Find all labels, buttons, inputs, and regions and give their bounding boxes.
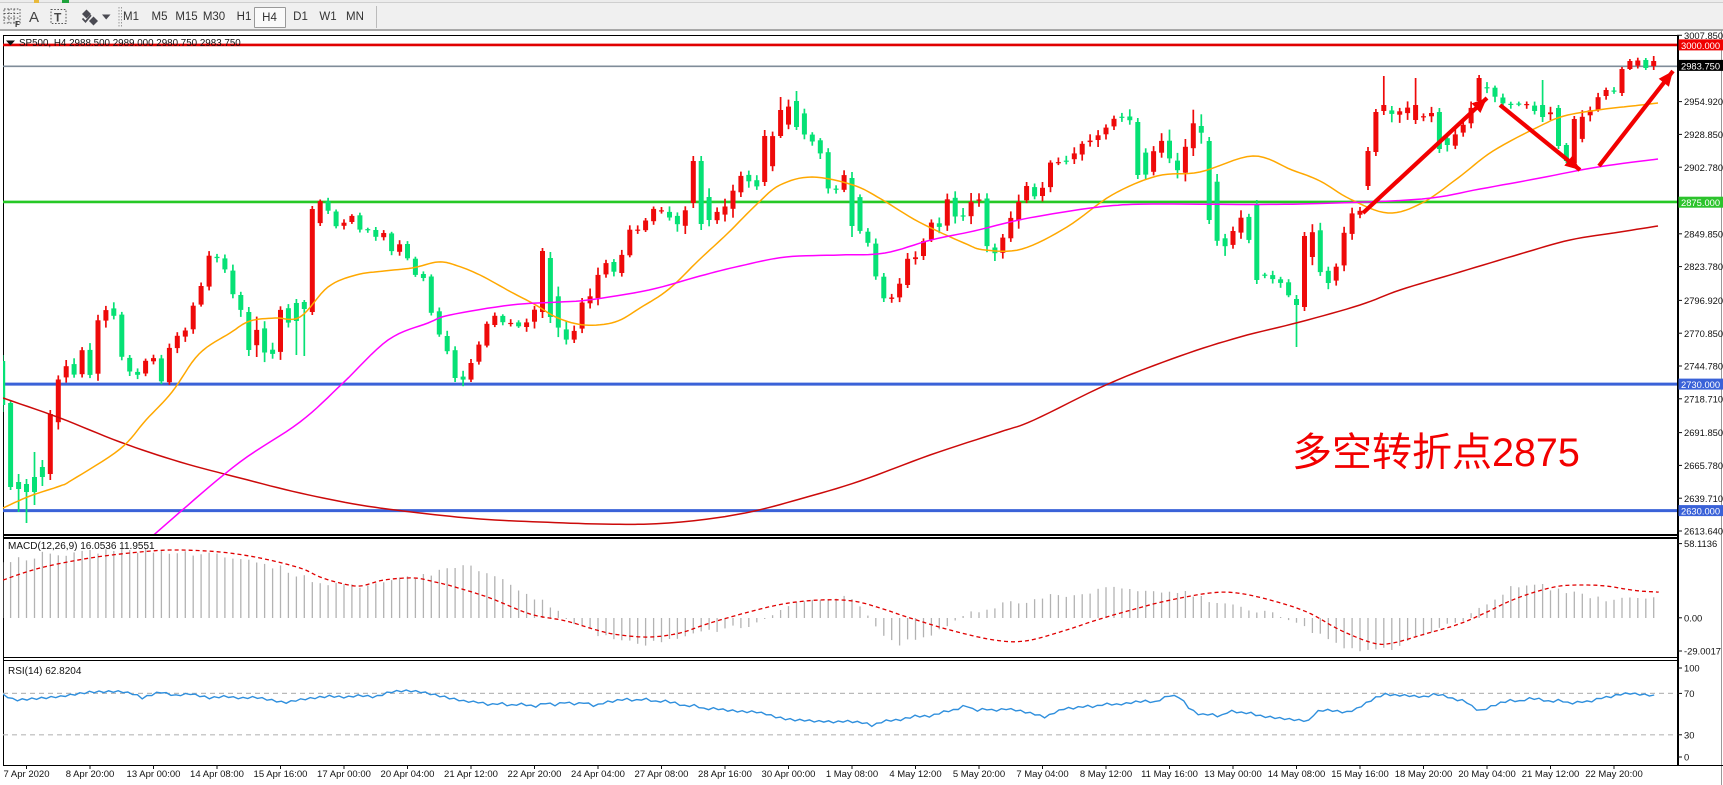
svg-text:3007.850: 3007.850	[1684, 30, 1723, 41]
svg-text:3000.000: 3000.000	[1681, 40, 1720, 51]
svg-text:28 Apr 16:00: 28 Apr 16:00	[698, 769, 752, 780]
svg-text:-29.0017: -29.0017	[1684, 646, 1721, 657]
svg-text:5 May 20:00: 5 May 20:00	[953, 769, 1005, 780]
svg-text:11 May 16:00: 11 May 16:00	[1141, 769, 1198, 780]
svg-text:RSI(14) 62.8204: RSI(14) 62.8204	[8, 666, 82, 677]
svg-text:21 May 12:00: 21 May 12:00	[1522, 769, 1580, 780]
svg-text:4 May 12:00: 4 May 12:00	[889, 769, 941, 780]
svg-text:15 Apr 16:00: 15 Apr 16:00	[254, 769, 308, 780]
svg-text:2613.640: 2613.640	[1684, 526, 1723, 537]
svg-text:A: A	[29, 9, 39, 26]
svg-text:21 Apr 12:00: 21 Apr 12:00	[444, 769, 498, 780]
svg-text:14 May 08:00: 14 May 08:00	[1268, 769, 1326, 780]
svg-text:30 Apr 00:00: 30 Apr 00:00	[762, 769, 816, 780]
svg-text:8 Apr 20:00: 8 Apr 20:00	[66, 769, 115, 780]
svg-text:MACD(12,26,9) 16.0536 11.9551: MACD(12,26,9) 16.0536 11.9551	[8, 541, 155, 552]
svg-text:24 Apr 04:00: 24 Apr 04:00	[571, 769, 625, 780]
svg-text:2875: 2875	[1492, 431, 1580, 475]
svg-text:13 Apr 00:00: 13 Apr 00:00	[127, 769, 181, 780]
svg-text:SP500, H4 2988.500 2989.000 2: SP500, H4 2988.500 2989.000 2980.750 298…	[19, 38, 241, 49]
svg-text:30: 30	[1684, 729, 1694, 740]
svg-text:20 May 04:00: 20 May 04:00	[1458, 769, 1516, 780]
svg-text:T: T	[54, 11, 62, 25]
svg-text:2630.000: 2630.000	[1681, 506, 1720, 517]
svg-text:17 Apr 00:00: 17 Apr 00:00	[317, 769, 371, 780]
svg-text:100: 100	[1684, 663, 1700, 674]
svg-text:2983.750: 2983.750	[1681, 60, 1720, 71]
svg-text:13 May 00:00: 13 May 00:00	[1204, 769, 1262, 780]
svg-text:8 May 12:00: 8 May 12:00	[1080, 769, 1132, 780]
svg-text:22 Apr 20:00: 22 Apr 20:00	[508, 769, 562, 780]
svg-text:2691.850: 2691.850	[1684, 427, 1723, 438]
svg-text:2744.780: 2744.780	[1684, 361, 1723, 372]
svg-text:2796.920: 2796.920	[1684, 295, 1723, 306]
svg-text:2954.920: 2954.920	[1684, 96, 1723, 107]
svg-text:2928.850: 2928.850	[1684, 129, 1723, 140]
svg-text:1 May 08:00: 1 May 08:00	[826, 769, 878, 780]
svg-text:2718.710: 2718.710	[1684, 393, 1723, 404]
svg-text:0.00: 0.00	[1684, 612, 1702, 623]
svg-text:27 Apr 08:00: 27 Apr 08:00	[635, 769, 689, 780]
svg-text:20 Apr 04:00: 20 Apr 04:00	[381, 769, 435, 780]
svg-text:2770.850: 2770.850	[1684, 328, 1723, 339]
svg-text:15 May 16:00: 15 May 16:00	[1331, 769, 1389, 780]
svg-text:2823.780: 2823.780	[1684, 261, 1723, 272]
svg-text:2849.850: 2849.850	[1684, 228, 1723, 239]
svg-text:7 Apr 2020: 7 Apr 2020	[4, 769, 50, 780]
svg-text:22 May 20:00: 22 May 20:00	[1585, 769, 1643, 780]
svg-text:F: F	[15, 20, 20, 29]
svg-text:0: 0	[1684, 752, 1689, 763]
svg-text:2665.780: 2665.780	[1684, 460, 1723, 471]
svg-text:2639.710: 2639.710	[1684, 493, 1723, 504]
svg-text:58.1136: 58.1136	[1684, 538, 1717, 549]
svg-text:2875.000: 2875.000	[1681, 197, 1720, 208]
svg-text:18 May 20:00: 18 May 20:00	[1395, 769, 1453, 780]
svg-text:70: 70	[1684, 688, 1694, 699]
svg-text:2730.000: 2730.000	[1681, 379, 1720, 390]
svg-text:7 May 04:00: 7 May 04:00	[1016, 769, 1068, 780]
svg-text:2902.780: 2902.780	[1684, 162, 1723, 173]
svg-text:14 Apr 08:00: 14 Apr 08:00	[190, 769, 244, 780]
